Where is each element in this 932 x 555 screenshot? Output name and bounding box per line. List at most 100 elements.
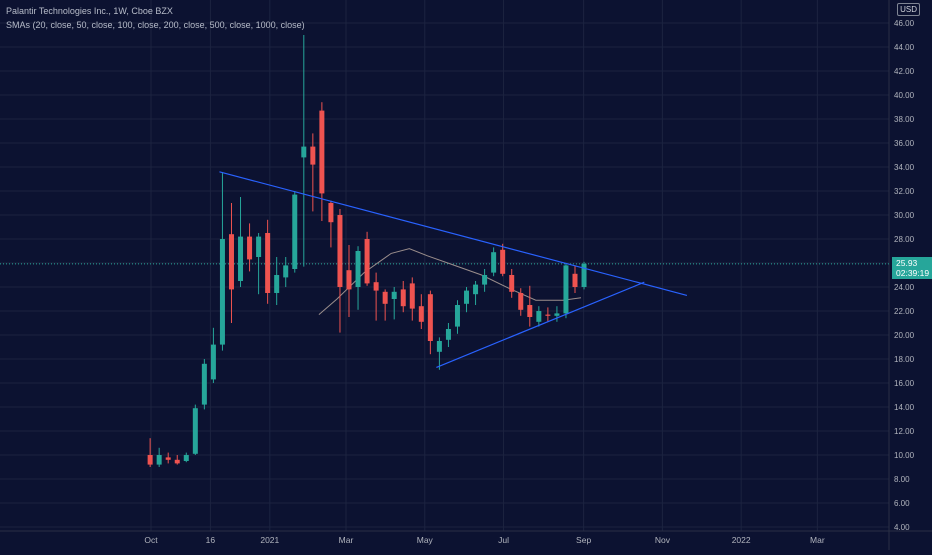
y-tick-label: 14.00 xyxy=(894,403,915,412)
candle-down xyxy=(174,455,180,465)
candle-down xyxy=(228,203,234,323)
candle-body xyxy=(427,294,433,341)
candle-up xyxy=(183,452,189,463)
candle-body xyxy=(156,455,162,465)
candle-up xyxy=(156,447,162,467)
x-tick-label: 2021 xyxy=(260,535,279,545)
candle-down xyxy=(572,265,578,293)
candle-body xyxy=(509,275,515,292)
candle-down xyxy=(165,452,171,464)
candle-body xyxy=(436,341,442,352)
candle-body xyxy=(563,265,569,314)
candle-up xyxy=(201,359,207,410)
x-tick-label: Nov xyxy=(655,535,671,545)
candle-down xyxy=(418,294,424,329)
candle-body xyxy=(572,273,578,287)
candle-down xyxy=(545,307,551,322)
y-tick-label: 44.00 xyxy=(894,43,915,52)
y-tick-label: 24.00 xyxy=(894,283,915,292)
last-price-value: 25.93 xyxy=(896,258,918,268)
candle-up xyxy=(274,257,280,305)
candle-up xyxy=(256,233,262,295)
candle-body xyxy=(328,203,334,223)
y-tick-label: 30.00 xyxy=(894,211,915,220)
candle-down xyxy=(409,277,415,321)
y-tick-label: 40.00 xyxy=(894,91,915,100)
candle-body xyxy=(445,329,451,340)
candle-body xyxy=(482,275,488,285)
candle-up xyxy=(491,247,497,277)
x-tick-label: Jul xyxy=(498,535,509,545)
candle-down xyxy=(364,231,370,286)
x-tick-label: 16 xyxy=(206,535,216,545)
y-tick-label: 16.00 xyxy=(894,379,915,388)
candle-down xyxy=(509,269,515,298)
candle-up xyxy=(210,327,216,383)
candle-down xyxy=(500,243,506,277)
y-tick-label: 8.00 xyxy=(894,475,910,484)
candle-body xyxy=(292,194,298,269)
currency-label[interactable]: USD xyxy=(897,3,920,16)
candle-up xyxy=(391,287,397,320)
candle-body xyxy=(238,236,244,281)
x-tick-label: Sep xyxy=(576,535,591,545)
candle-down xyxy=(346,245,352,317)
candle-up xyxy=(192,404,198,455)
y-tick-label: 18.00 xyxy=(894,355,915,364)
candle-body xyxy=(201,363,207,405)
candle-body xyxy=(283,265,289,278)
candle-body xyxy=(228,234,234,290)
candle-down xyxy=(247,223,253,272)
candle-down xyxy=(147,438,153,467)
candle-down xyxy=(310,133,316,212)
candle-down xyxy=(382,289,388,321)
upper-trendline xyxy=(219,171,688,296)
candle-up xyxy=(473,281,479,305)
candle-up xyxy=(536,306,542,327)
x-tick-label: Oct xyxy=(144,535,158,545)
candle-up xyxy=(355,246,361,310)
y-tick-label: 42.00 xyxy=(894,67,915,76)
candle-up xyxy=(219,173,225,351)
candle-body xyxy=(274,275,280,293)
candle-body xyxy=(219,239,225,345)
candle-body xyxy=(554,313,560,316)
y-tick-label: 46.00 xyxy=(894,19,915,28)
candle-down xyxy=(337,209,343,333)
candle-down xyxy=(518,288,524,316)
y-tick-label: 12.00 xyxy=(894,427,915,436)
candle-body xyxy=(518,293,524,310)
candle-up xyxy=(563,263,569,319)
y-tick-label: 32.00 xyxy=(894,187,915,196)
candle-body xyxy=(491,252,497,273)
candle-body xyxy=(265,233,271,293)
candle-body xyxy=(346,270,352,290)
y-tick-label: 36.00 xyxy=(894,139,915,148)
candle-body xyxy=(310,146,316,165)
candle-body xyxy=(500,249,506,274)
candle-down xyxy=(328,200,334,248)
candle-up xyxy=(445,323,451,347)
candle-body xyxy=(301,146,307,158)
candle-body xyxy=(183,455,189,461)
candle-body xyxy=(364,239,370,284)
candle-body xyxy=(527,305,533,317)
last-price-tag: 25.93 02:39:19 xyxy=(892,257,932,279)
candle-body xyxy=(192,408,198,454)
candle-body xyxy=(355,251,361,287)
candle-body xyxy=(391,291,397,299)
grid xyxy=(0,0,889,531)
candle-body xyxy=(373,282,379,291)
y-tick-label: 22.00 xyxy=(894,307,915,316)
candle-down xyxy=(265,219,271,304)
candle-up xyxy=(554,306,560,322)
candle-body xyxy=(210,344,216,380)
candle-body xyxy=(545,314,551,316)
candle-body xyxy=(147,455,153,465)
trendlines xyxy=(219,171,688,368)
y-tick-label: 10.00 xyxy=(894,451,915,460)
y-tick-label: 34.00 xyxy=(894,163,915,172)
